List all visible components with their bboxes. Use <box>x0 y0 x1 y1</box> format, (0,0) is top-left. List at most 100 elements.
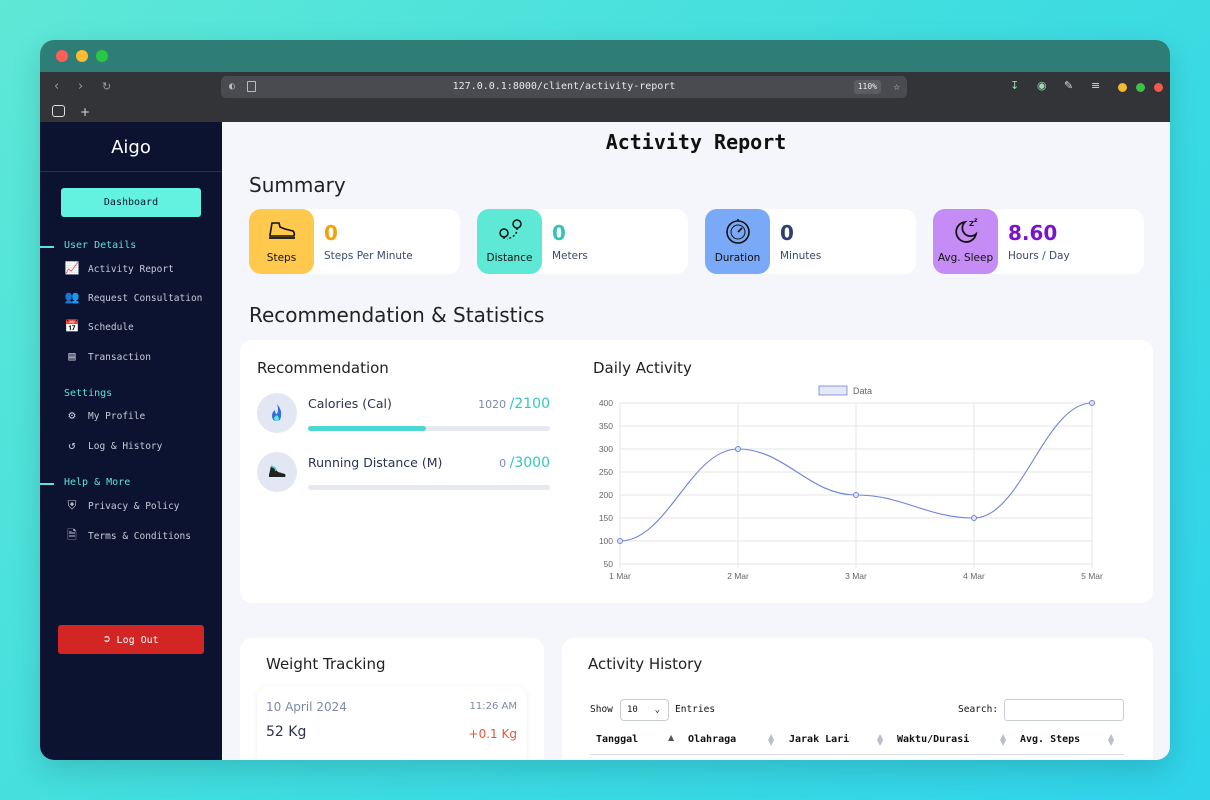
entries-label: Entries <box>675 704 716 715</box>
data-point <box>617 538 623 544</box>
search-input[interactable] <box>1004 699 1124 721</box>
users-icon: 👥 <box>64 290 80 304</box>
sort-icon[interactable]: ▲ ▼ <box>1000 732 1007 747</box>
bookmark-star-icon[interactable]: ☆ <box>893 80 900 93</box>
rec-target: /3000 <box>509 455 550 471</box>
account-icon[interactable]: ◉ <box>1037 79 1047 92</box>
tab-overview-icon[interactable] <box>52 105 65 117</box>
logout-button[interactable]: ➲ Log Out <box>58 625 204 654</box>
x-tick-label: 2 Mar <box>727 571 749 581</box>
col-avg-steps[interactable]: Avg. Steps <box>1020 734 1081 745</box>
weight-entry[interactable]: 10 April 2024 11:26 AM 52 Kg +0.1 Kg <box>257 686 527 760</box>
minimize-window-button[interactable] <box>76 50 88 62</box>
rec-current: 1020 <box>478 398 507 411</box>
page-icon <box>247 81 256 92</box>
sleep-icon-tile: Z z Avg. Sleep <box>933 209 998 274</box>
chart-icon: 📈 <box>64 261 80 275</box>
minimize-control[interactable] <box>1118 83 1127 92</box>
sidebar-item-privacy-policy[interactable]: ⛨ Privacy & Policy <box>64 497 179 513</box>
y-tick-label: 350 <box>599 421 613 431</box>
close-window-button[interactable] <box>56 50 68 62</box>
col-waktu-durasi[interactable]: Waktu/Durasi <box>897 734 970 745</box>
x-tick-label: 3 Mar <box>845 571 867 581</box>
main-content: Activity Report Summary Steps 0 Steps Pe… <box>222 122 1170 760</box>
rec-item-name: Running Distance (M) <box>308 455 443 470</box>
summary-label: Steps <box>266 252 297 264</box>
x-tick-label: 1 Mar <box>609 571 631 581</box>
dashboard-button[interactable]: Dashboard <box>61 188 201 217</box>
legend-label: Data <box>853 386 872 396</box>
gear-icon: ⚙ <box>68 408 76 422</box>
svg-text:Z: Z <box>969 220 974 228</box>
sort-icon[interactable]: ▲ ▼ <box>768 732 775 747</box>
reload-icon[interactable]: ↻ <box>102 80 112 93</box>
sidebar-item-label: Request Consultation <box>88 293 203 304</box>
close-control[interactable] <box>1154 83 1163 92</box>
sidebar-item-request-consultation[interactable]: 👥 Request Consultation <box>64 289 203 305</box>
menu-icon[interactable]: ≡ <box>1091 79 1101 92</box>
sneaker-icon <box>268 222 295 239</box>
url-text: 127.0.0.1:8000/client/activity-report <box>452 81 676 92</box>
maximize-window-button[interactable] <box>96 50 108 62</box>
page-title: Activity Report <box>605 130 787 154</box>
sidebar-item-label: My Profile <box>88 411 146 422</box>
summary-value: 0 <box>552 221 566 245</box>
activity-history-card: Activity History Show 10 ⌄ Entries Searc… <box>562 638 1153 760</box>
shield-lock-icon: ⛨ <box>67 498 77 512</box>
running-shoe-icon <box>257 452 297 492</box>
col-jarak-lari[interactable]: Jarak Lari <box>789 734 850 745</box>
rec-progress-fill <box>308 426 426 431</box>
map-pin-route-icon <box>498 219 522 241</box>
data-point <box>853 492 859 498</box>
address-bar[interactable]: ◐ 127.0.0.1:8000/client/activity-report … <box>221 76 907 98</box>
weight-tracking-card: Weight Tracking 10 April 2024 11:26 AM 5… <box>240 638 544 760</box>
sidebar-item-log-history[interactable]: ↺ Log & History <box>64 437 162 453</box>
sidebar-item-terms-conditions[interactable]: 🗎 Terms & Conditions <box>64 527 191 543</box>
sidebar-item-transaction[interactable]: ▤ Transaction <box>64 348 151 364</box>
download-icon[interactable]: ↧ <box>1010 79 1020 92</box>
data-point <box>971 515 977 521</box>
rec-stats-card: Recommendation Calories (Cal) 1020 /2100 <box>240 340 1153 603</box>
window-titlebar <box>40 40 1170 72</box>
summary-value: 0 <box>324 221 338 245</box>
weight-title: Weight Tracking <box>266 655 386 673</box>
logout-icon: ➲ <box>103 632 111 646</box>
weight-date: 10 April 2024 <box>266 700 347 714</box>
sidebar-item-activity-report[interactable]: 📈 Activity Report <box>64 260 174 276</box>
maximize-control[interactable] <box>1136 83 1145 92</box>
sort-icon[interactable]: ▲ ▼ <box>877 732 884 747</box>
extensions-icon[interactable]: ✎ <box>1064 79 1074 92</box>
calendar-icon: 📅 <box>64 319 80 333</box>
y-tick-label: 300 <box>599 444 613 454</box>
sidebar-item-label: Log & History <box>88 441 163 452</box>
chevron-down-icon: ⌄ <box>654 705 660 715</box>
section-title: Settings <box>64 388 113 399</box>
forward-icon[interactable]: › <box>78 79 84 94</box>
x-tick-label: 5 Mar <box>1081 571 1103 581</box>
history-title: Activity History <box>588 655 703 673</box>
sidebar-item-my-profile[interactable]: ⚙ My Profile <box>64 407 145 423</box>
rec-progress-track <box>308 426 550 431</box>
sort-asc-icon[interactable]: ▲ <box>668 733 675 742</box>
brand-logo[interactable]: Aigo <box>40 122 222 172</box>
back-icon[interactable]: ‹ <box>54 79 60 94</box>
data-point <box>735 446 741 452</box>
col-tanggal[interactable]: Tanggal <box>596 734 639 745</box>
rec-item-name: Calories (Cal) <box>308 396 392 411</box>
rec-stats-heading: Recommendation & Statistics <box>249 303 545 327</box>
col-olahraga[interactable]: Olahraga <box>688 734 737 745</box>
sidebar-item-schedule[interactable]: 📅 Schedule <box>64 318 134 334</box>
stopwatch-icon <box>725 219 750 244</box>
credit-card-icon: ▤ <box>68 349 76 363</box>
sort-icon[interactable]: ▲ ▼ <box>1108 732 1115 747</box>
moon-sleep-icon: Z z <box>954 217 978 243</box>
summary-value: 0 <box>780 221 794 245</box>
new-tab-icon[interactable]: + <box>80 105 91 119</box>
zoom-level[interactable]: 110% <box>853 80 881 94</box>
summary-card-steps: Steps 0 Steps Per Minute <box>249 209 460 274</box>
entries-select[interactable]: 10 ⌄ <box>620 699 669 721</box>
x-tick-label: 4 Mar <box>963 571 985 581</box>
summary-label: Avg. Sleep <box>937 252 994 264</box>
summary-unit: Minutes <box>780 250 822 262</box>
rec-item-values: 0 /3000 <box>499 455 550 471</box>
